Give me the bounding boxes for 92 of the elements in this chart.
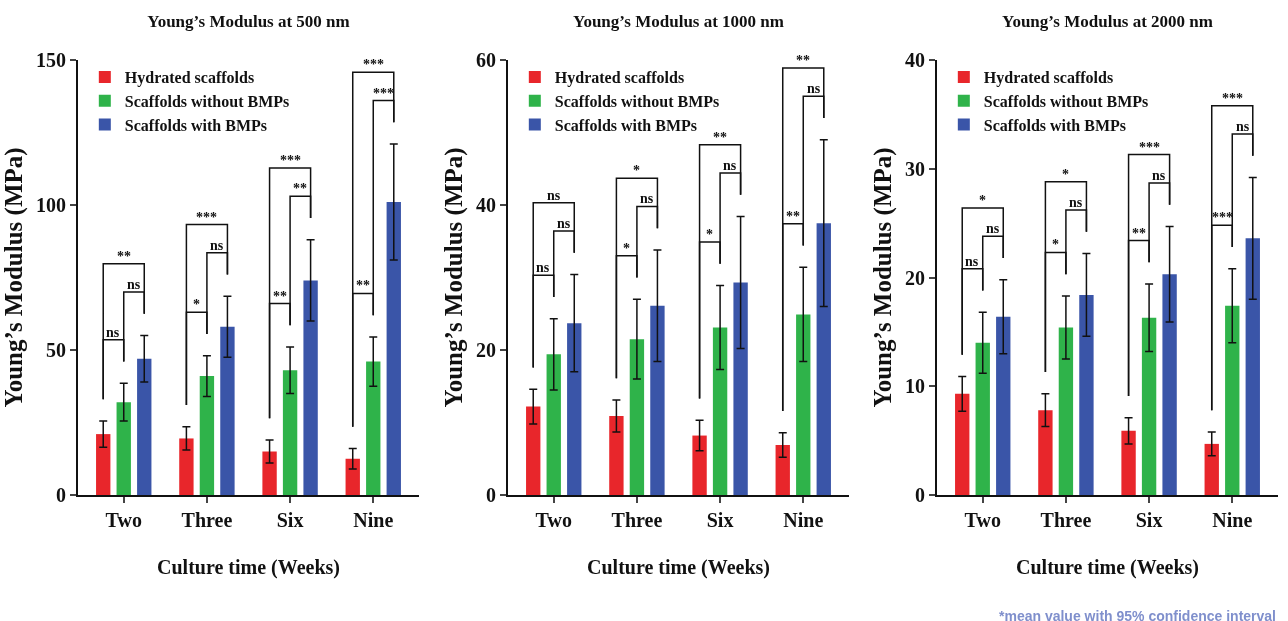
y-tick-label: 0 <box>486 484 496 506</box>
annotation: ns <box>986 221 1000 236</box>
bar <box>775 444 790 495</box>
bar <box>345 458 360 495</box>
y-tick-label: 20 <box>476 339 496 361</box>
annotation: ** <box>786 209 800 224</box>
annotation: ns <box>547 188 561 203</box>
y-axis-title: Young’s Modulus (MPa) <box>0 147 29 408</box>
x-tick-label: Three <box>181 509 233 531</box>
x-tick-label: Six <box>276 509 304 531</box>
legend-label: Scaffolds with BMPs <box>983 116 1127 134</box>
legend-label: Hydrated scaffolds <box>554 69 685 88</box>
annotation: ns <box>807 81 821 96</box>
annotation: ns <box>1236 119 1250 134</box>
annotation: ns <box>723 158 737 173</box>
x-axis-title: Culture time (Weeks) <box>587 556 770 579</box>
x-tick-label: Three <box>1040 509 1092 531</box>
annotation: * <box>623 241 630 256</box>
bar <box>1204 443 1219 495</box>
annotation: *** <box>363 57 384 72</box>
y-tick-label: 0 <box>56 484 66 506</box>
chart-title: Young’s Modulus at 2000 nm <box>1002 12 1213 32</box>
annotation: ns <box>1069 195 1083 210</box>
y-tick-label: 40 <box>905 49 925 71</box>
annotation: ns <box>965 254 979 269</box>
annotation: *** <box>373 86 394 101</box>
annotation: *** <box>1139 140 1160 155</box>
annotation: ** <box>117 249 131 264</box>
y-tick-label: 100 <box>36 194 66 216</box>
annotation: * <box>1062 167 1069 182</box>
annotation: ** <box>713 130 727 145</box>
text: *mean value with 95% confidence interval <box>999 608 1276 621</box>
y-tick-label: 40 <box>476 194 496 216</box>
annotation: *** <box>280 153 301 168</box>
annotation: * <box>193 297 200 312</box>
annotation: ** <box>356 278 370 293</box>
y-tick-label: 20 <box>905 266 925 289</box>
bar <box>96 434 111 495</box>
chart-title: Young’s Modulus at 500 nm <box>147 12 350 32</box>
x-tick-label: Nine <box>783 509 824 531</box>
annotation: ns <box>127 277 141 292</box>
annotation: *** <box>1212 210 1233 225</box>
annotation: ns <box>536 260 550 275</box>
y-tick-label: 60 <box>476 49 496 71</box>
annotation: * <box>1052 237 1059 252</box>
legend-label: Scaffolds without BMPs <box>554 92 720 110</box>
chart-title: Young’s Modulus at 1000 nm <box>573 12 784 32</box>
x-tick-label: Two <box>535 509 572 531</box>
annotation: ns <box>106 325 120 340</box>
annotation: ns <box>210 238 224 253</box>
annotation: ns <box>1152 168 1166 183</box>
bar <box>526 406 541 495</box>
bar <box>1121 430 1136 495</box>
annotation: *** <box>1222 91 1243 106</box>
legend-label: Scaffolds with BMPs <box>554 116 698 134</box>
legend-label: Scaffolds without BMPs <box>983 92 1149 110</box>
x-tick-label: Nine <box>1212 509 1253 531</box>
x-tick-label: Six <box>706 509 734 531</box>
bar <box>609 415 624 495</box>
y-tick-label: 0 <box>915 484 925 506</box>
bar <box>262 451 277 495</box>
legend-label: Scaffolds with BMPs <box>124 116 268 134</box>
x-tick-label: Two <box>105 509 142 531</box>
bar <box>692 435 707 495</box>
legend-label: Hydrated scaffolds <box>124 69 255 88</box>
annotation: ** <box>796 53 810 68</box>
y-tick-label: 10 <box>905 375 925 398</box>
y-axis-title: Young’s Modulus (MPa) <box>869 147 898 408</box>
y-axis-title: Young’s Modulus (MPa) <box>440 147 469 408</box>
annotation: ** <box>273 289 287 304</box>
bar <box>1038 410 1053 495</box>
y-tick-label: 30 <box>905 157 925 180</box>
bar <box>179 438 194 495</box>
x-tick-label: Three <box>611 509 663 531</box>
x-axis-title: Culture time (Weeks) <box>1016 556 1199 579</box>
x-tick-label: Nine <box>353 509 394 531</box>
annotation: ** <box>1132 226 1146 241</box>
annotation: *** <box>196 210 217 225</box>
bar <box>955 393 970 495</box>
y-tick-label: 150 <box>36 49 66 71</box>
annotation: * <box>706 227 713 242</box>
y-tick-label: 50 <box>46 339 66 361</box>
annotation: * <box>979 193 986 208</box>
x-axis-title: Culture time (Weeks) <box>157 556 340 579</box>
x-tick-label: Two <box>964 509 1001 531</box>
x-tick-label: Six <box>1135 509 1163 531</box>
legend-label: Scaffolds without BMPs <box>124 92 290 110</box>
annotation: ** <box>293 181 307 196</box>
annotation: ns <box>557 216 571 231</box>
legend-label: Hydrated scaffolds <box>983 69 1114 88</box>
annotation: ns <box>640 191 654 206</box>
annotation: * <box>633 163 640 178</box>
